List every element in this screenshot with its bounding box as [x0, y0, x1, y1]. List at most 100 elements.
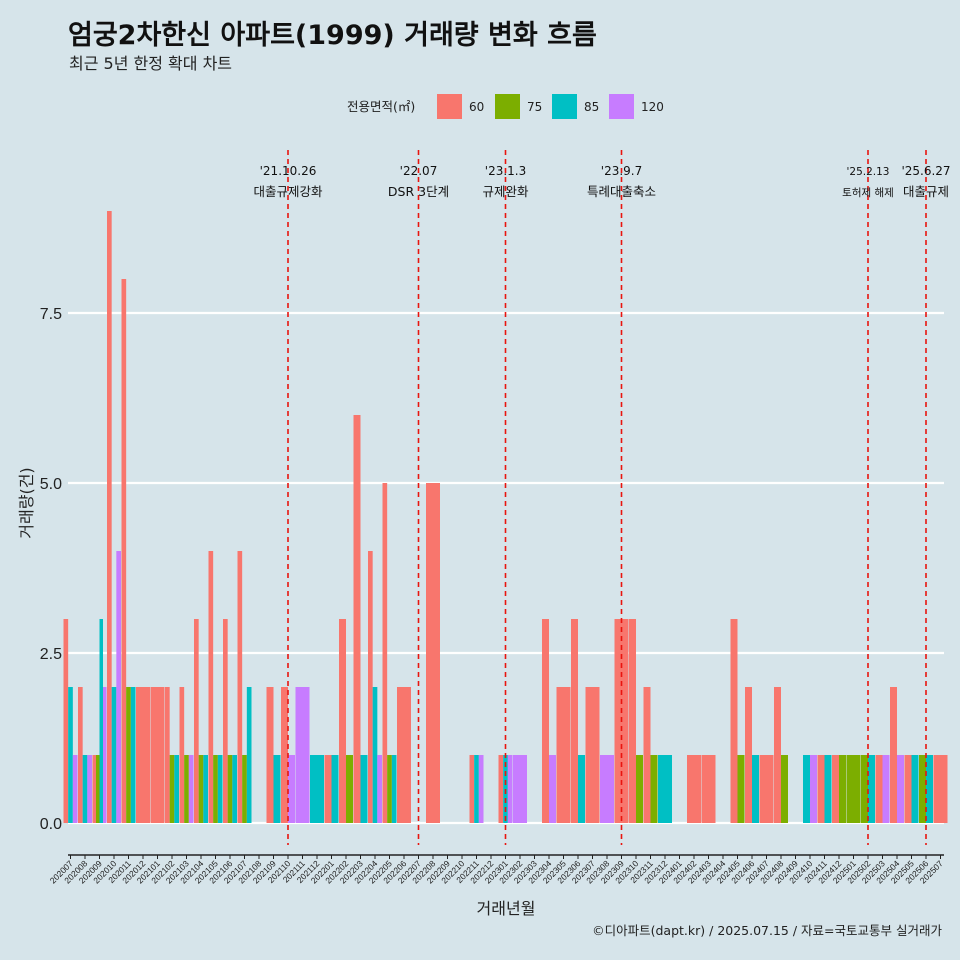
bar-202008-60 — [78, 687, 83, 823]
bar-202010-60 — [107, 211, 112, 823]
bar-202203-85 — [360, 755, 368, 823]
event-date: '22.07 — [400, 164, 438, 178]
bar-202406-85 — [752, 755, 759, 823]
bar-202104-75 — [198, 755, 204, 823]
bar-202103-75 — [184, 755, 189, 823]
caption: ©디아파트(dapt.kr) / 2025.07.15 / 자료=국토교통부 실… — [592, 923, 942, 938]
bar-202505-60 — [904, 755, 912, 823]
bar-202110-60 — [281, 687, 288, 823]
bar-202408-60 — [774, 687, 781, 823]
bar-202504-120 — [897, 755, 904, 823]
bar-202503-120 — [882, 755, 890, 823]
bar-202312-85 — [658, 755, 672, 823]
bar-202102-75 — [169, 755, 175, 823]
bar-202103-60 — [179, 687, 185, 823]
bar-202502-85 — [868, 755, 875, 823]
bar-202507-60 — [933, 755, 948, 823]
bar-202412-60 — [832, 755, 839, 823]
bar-202311-75 — [650, 755, 658, 823]
bar-202106-85 — [232, 755, 237, 823]
bar-202504-60 — [890, 687, 897, 823]
bar-202010-120 — [116, 551, 121, 823]
bar-202202-60 — [339, 619, 346, 823]
x-axis: 2020072020082020092020102020112020122021… — [48, 854, 945, 885]
bar-202410-120 — [810, 755, 817, 823]
bar-202204-60 — [368, 551, 373, 823]
bar-202111-120 — [295, 687, 310, 823]
bar-202311-60 — [643, 687, 651, 823]
bar-202011-60 — [121, 279, 127, 823]
bar-202204-85 — [372, 687, 378, 823]
bar-202107-85 — [246, 687, 252, 823]
bar-202007-85 — [68, 687, 73, 823]
bar-202310-60 — [629, 619, 636, 823]
bar-202107-75 — [242, 755, 247, 823]
bar-202506-85 — [926, 755, 933, 823]
bar-202109-60 — [266, 687, 274, 823]
event-label: 대출규제강화 — [253, 184, 323, 199]
event-markers: '21.10.26 대출규제강화 '22.07 DSR 3단계 '23.1.3 규제완화 '… — [253, 150, 951, 845]
bar-202012-60 — [136, 687, 150, 823]
bar-202407-60 — [759, 755, 774, 823]
bar-202011-75 — [126, 687, 131, 823]
bar-202112-85 — [310, 755, 324, 823]
bar-202501-75 — [846, 755, 861, 823]
bar-202204-120 — [377, 755, 382, 823]
bar-202205-75 — [387, 755, 392, 823]
bar-202107-60 — [237, 551, 243, 823]
bar-202502-75 — [861, 755, 868, 823]
bar-202304-60 — [542, 619, 549, 823]
y-tick-label: 7.5 — [40, 306, 62, 323]
legend-swatch-75 — [495, 94, 520, 119]
event-date: '25.6.27 — [901, 164, 950, 178]
bar-202211-60 — [469, 755, 475, 823]
bar-202205-85 — [391, 755, 397, 823]
event-label: 대출규제 — [903, 184, 949, 199]
legend-label-75: 75 — [527, 100, 542, 114]
y-tick-label: 2.5 — [40, 646, 62, 663]
bar-202009-60 — [92, 755, 96, 823]
y-axis-ticks: 0.0 2.5 5.0 7.5 — [40, 306, 62, 833]
y-tick-label: 0.0 — [40, 816, 62, 833]
bar-202110-120 — [288, 755, 295, 823]
bar-202104-85 — [203, 755, 208, 823]
bar-202105-75 — [213, 755, 218, 823]
bar-202201-85 — [331, 755, 339, 823]
chart-subtitle: 최근 5년 한정 확대 차트 — [69, 54, 232, 73]
bar-202406-60 — [745, 687, 752, 823]
bar-202203-60 — [353, 415, 361, 823]
bar-202105-60 — [208, 551, 214, 823]
bar-202307-60 — [585, 687, 600, 823]
bar-202402-60 — [687, 755, 701, 823]
bar-202211-120 — [478, 755, 484, 823]
bar-202205-60 — [382, 483, 388, 823]
bars — [63, 211, 948, 823]
legend-swatch-60 — [437, 94, 462, 119]
bar-202403-60 — [701, 755, 716, 823]
y-tick-label: 5.0 — [40, 476, 62, 493]
legend-title: 전용면적(㎡) — [347, 99, 415, 114]
bar-202101-60 — [150, 687, 165, 823]
bar-202411-60 — [817, 755, 825, 823]
legend: 전용면적(㎡) 60 75 85 120 — [347, 94, 664, 119]
bar-202405-60 — [730, 619, 738, 823]
bar-202011-85 — [130, 687, 136, 823]
bar-202007-120 — [72, 755, 78, 823]
bar-202106-60 — [223, 619, 228, 823]
legend-label-60: 60 — [469, 100, 484, 114]
legend-swatch-120 — [609, 94, 634, 119]
bar-202102-60 — [165, 687, 170, 823]
bar-202105-85 — [217, 755, 223, 823]
bar-202408-75 — [781, 755, 788, 823]
bar-202302-120 — [513, 755, 527, 823]
y-axis-title: 거래량(건) — [17, 467, 36, 538]
bar-202102-85 — [174, 755, 179, 823]
bar-202301-60 — [498, 755, 504, 823]
bar-202009-75 — [96, 755, 100, 823]
legend-label-85: 85 — [584, 100, 599, 114]
bar-202010-85 — [111, 687, 117, 823]
bar-202109-85 — [273, 755, 281, 823]
legend-label-120: 120 — [641, 100, 664, 114]
bar-202306-60 — [571, 619, 578, 823]
